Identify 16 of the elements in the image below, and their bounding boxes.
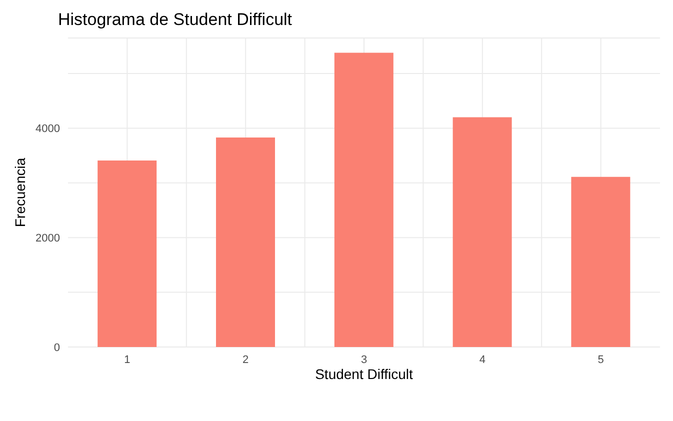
x-tick-label: 2	[242, 354, 249, 366]
bar	[571, 176, 630, 347]
x-tick-label: 1	[124, 354, 130, 366]
chart-title: Histograma de Student Difficult	[58, 10, 292, 30]
bar	[334, 52, 394, 347]
y-tick-label: 0	[54, 342, 60, 354]
x-axis-title: Student Difficult	[315, 366, 414, 382]
y-tick-label: 2000	[36, 232, 60, 245]
x-tick-label: 3	[360, 354, 368, 366]
x-tick-label: 5	[598, 354, 604, 366]
y-axis-title: Frecuencia	[12, 158, 28, 228]
bar	[98, 160, 157, 347]
y-tick-label: 4000	[36, 123, 60, 136]
bar	[216, 138, 275, 347]
bar	[452, 117, 512, 347]
x-tick-label: 4	[479, 354, 486, 366]
